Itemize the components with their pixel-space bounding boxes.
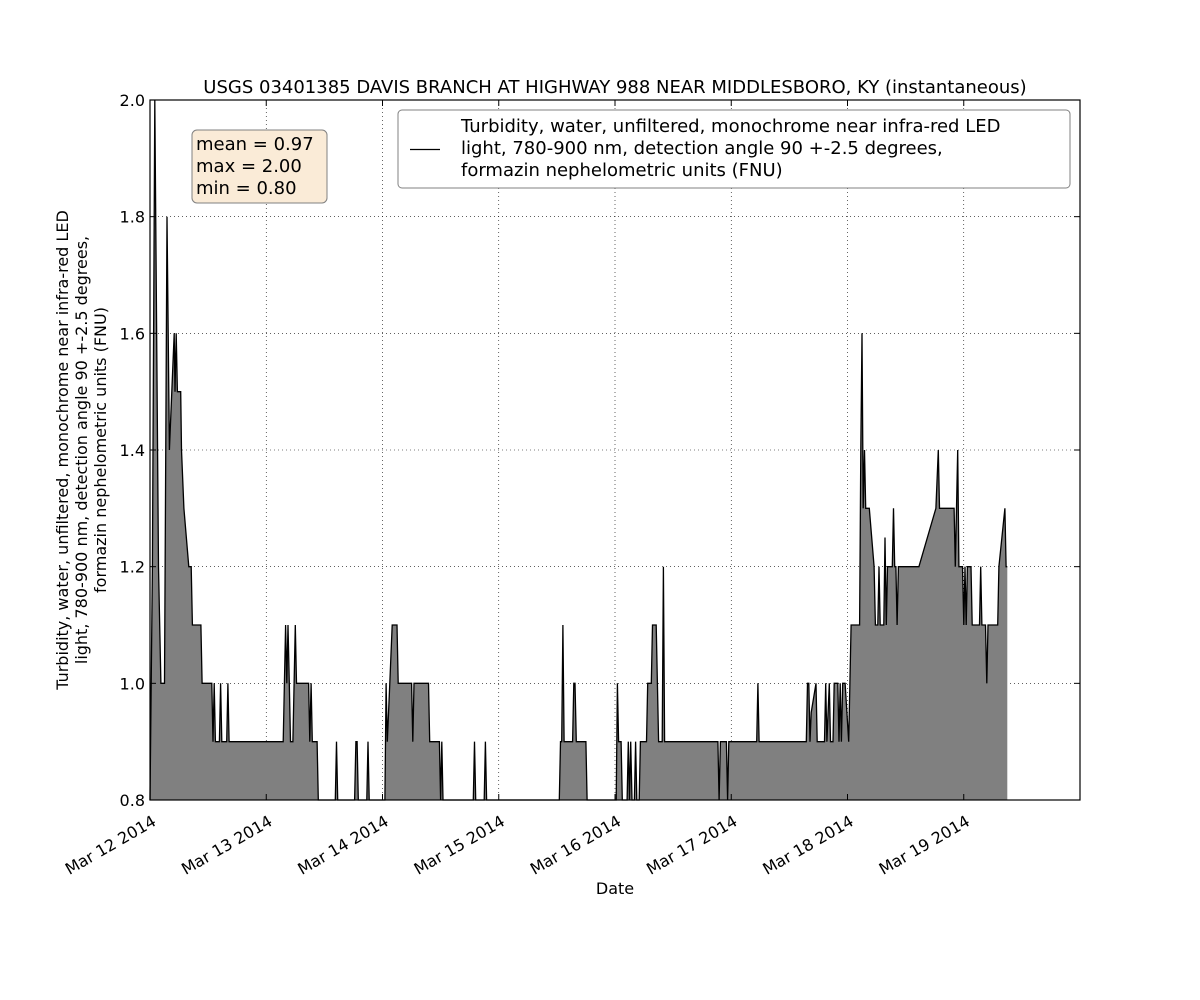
y-tick-label: 1.6 (120, 324, 145, 343)
plot-frame (149, 99, 1081, 801)
stats-min: min = 0.80 (196, 178, 297, 199)
legend: Turbidity, water, unfiltered, monochrome… (397, 109, 1071, 189)
plot-area (149, 99, 1008, 801)
stats-mean: mean = 0.97 (196, 134, 314, 155)
x-tick-label: Mar 14 2014 (294, 811, 391, 878)
legend-label-line: formazin nephelometric units (FNU) (461, 160, 783, 181)
x-tick-label: Mar 19 2014 (876, 811, 973, 878)
x-tick-label: Mar 17 2014 (643, 811, 740, 878)
y-axis-label: Turbidity, water, unfiltered, monochrome… (53, 210, 110, 691)
x-tick-label: Mar 13 2014 (178, 811, 275, 878)
stats-box: mean = 0.97 max = 2.00 min = 0.80 (191, 129, 328, 204)
stats-max: max = 2.00 (196, 156, 302, 177)
x-tick-label: Mar 16 2014 (527, 811, 624, 878)
y-tick-label: 1.8 (120, 208, 145, 227)
legend-box (397, 109, 1071, 189)
y-tick-label: 0.8 (120, 791, 145, 810)
y-axis-label-line: light, 780-900 nm, detection angle 90 +-… (72, 236, 91, 664)
y-tick-label: 1.2 (120, 558, 145, 577)
y-tick-label: 2.0 (120, 91, 145, 110)
legend-label-line: light, 780-900 nm, detection angle 90 +-… (461, 138, 943, 159)
y-tick-label: 1.0 (120, 674, 145, 693)
y-axis-label-line: Turbidity, water, unfiltered, monochrome… (53, 210, 72, 691)
series-area-fill (150, 100, 1008, 800)
stats-box-background (191, 129, 328, 204)
x-tick-label: Mar 18 2014 (759, 811, 856, 878)
series-line (149, 99, 1008, 801)
legend-label-line: Turbidity, water, unfiltered, monochrome… (460, 116, 1000, 137)
grid (150, 100, 1080, 800)
y-tick-label: 1.4 (120, 441, 145, 460)
x-tick-label: Mar 15 2014 (411, 811, 508, 878)
axes (149, 99, 1081, 801)
x-tick-label: Mar 12 2014 (62, 811, 159, 878)
chart-title: USGS 03401385 DAVIS BRANCH AT HIGHWAY 98… (203, 77, 1026, 98)
x-axis-label: Date (596, 879, 634, 898)
y-axis-label-line: formazin nephelometric units (FNU) (91, 307, 110, 593)
